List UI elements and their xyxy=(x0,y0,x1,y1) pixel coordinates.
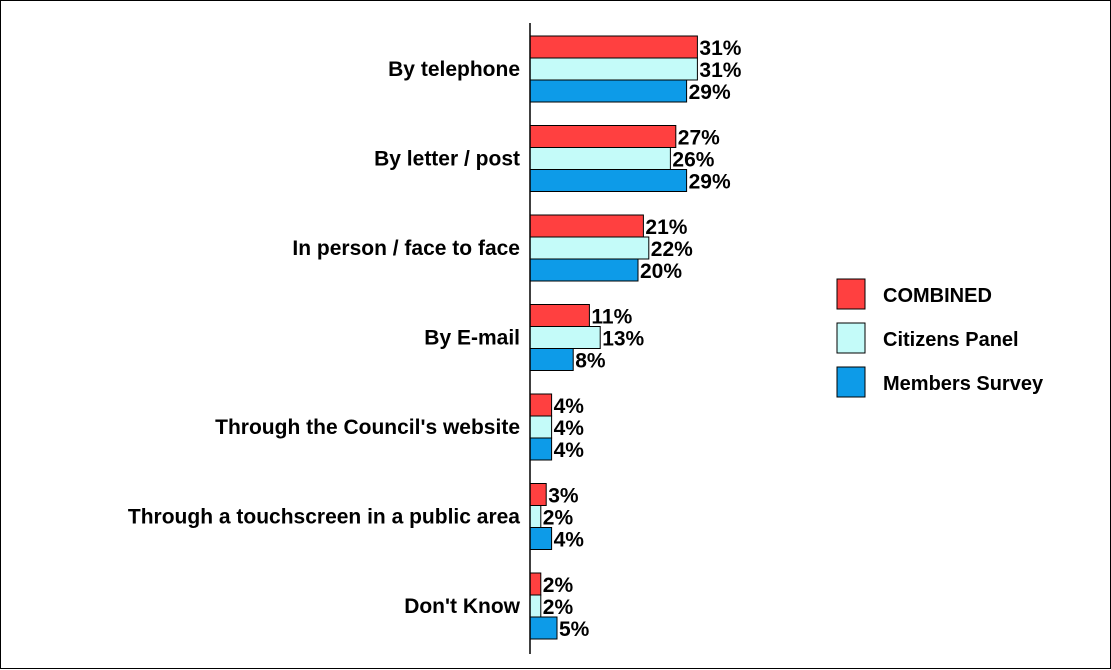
bar-by-telephone-members-survey xyxy=(529,79,688,103)
legend-swatch-citizens-panel xyxy=(836,322,866,354)
value-label-by-letter-post-citizens-panel: 26% xyxy=(672,149,714,172)
legend-swatch-members-survey xyxy=(836,366,866,398)
value-label-by-letter-post-members-survey: 29% xyxy=(689,171,731,194)
value-labels-group: 31%31%29%27%26%29%21%22%20%11%13%8%4%4%4… xyxy=(543,37,742,641)
bar-by-e-mail-members-survey xyxy=(529,348,574,371)
bar-by-e-mail-citizens-panel xyxy=(529,326,601,349)
bar-don-t-know-combined xyxy=(529,572,542,596)
bar-in-person-face-to-face-combined xyxy=(529,214,644,238)
legend: COMBINED Citizens Panel Members Survey xyxy=(836,278,1044,398)
value-label-through-a-touchscreen-in-a-public-area-citizens-panel: 2% xyxy=(543,507,574,530)
legend-label-members-survey: Members Survey xyxy=(883,373,1044,395)
value-label-through-the-council-s-website-members-survey: 4% xyxy=(554,439,585,462)
bar-by-e-mail-combined xyxy=(529,304,590,327)
value-label-by-letter-post-combined: 27% xyxy=(678,127,720,150)
category-label-don-t-know: Don't Know xyxy=(404,595,520,618)
value-label-don-t-know-citizens-panel: 2% xyxy=(543,596,574,619)
value-label-by-e-mail-members-survey: 8% xyxy=(575,350,606,373)
category-label-through-a-touchscreen-in-a-public-area: Through a touchscreen in a public area xyxy=(128,506,520,529)
category-label-through-the-council-s-website: Through the Council's website xyxy=(215,416,520,439)
bar-through-the-council-s-website-members-survey xyxy=(529,437,553,461)
value-label-through-the-council-s-website-combined: 4% xyxy=(554,395,585,418)
bar-through-the-council-s-website-combined xyxy=(529,393,553,417)
bar-in-person-face-to-face-citizens-panel xyxy=(529,236,650,260)
category-label-by-telephone: By telephone xyxy=(388,58,520,81)
value-label-by-telephone-citizens-panel: 31% xyxy=(699,59,741,82)
bar-by-letter-post-combined xyxy=(529,125,677,148)
category-labels-group: By telephone By letter / post In person / … xyxy=(128,58,521,618)
bar-by-letter-post-citizens-panel xyxy=(529,147,671,170)
legend-label-combined: COMBINED xyxy=(883,285,992,307)
category-label-in-person-face-to-face: In person / face to face xyxy=(292,237,520,260)
value-label-by-e-mail-combined: 11% xyxy=(591,306,632,329)
category-label-by-letter-post: By letter / post xyxy=(374,148,520,171)
bar-through-a-touchscreen-in-a-public-area-citizens-panel xyxy=(529,505,542,528)
bar-in-person-face-to-face-members-survey xyxy=(529,258,639,282)
bar-don-t-know-citizens-panel xyxy=(529,594,542,618)
value-label-through-the-council-s-website-citizens-panel: 4% xyxy=(554,417,585,440)
bar-by-telephone-citizens-panel xyxy=(529,57,698,81)
value-label-by-e-mail-citizens-panel: 13% xyxy=(602,328,644,351)
value-label-don-t-know-members-survey: 5% xyxy=(559,618,590,641)
value-label-in-person-face-to-face-citizens-panel: 22% xyxy=(651,238,693,261)
value-label-in-person-face-to-face-members-survey: 20% xyxy=(640,260,682,283)
value-label-by-telephone-combined: 31% xyxy=(699,37,741,60)
bar-by-letter-post-members-survey xyxy=(529,169,688,192)
category-label-by-e-mail: By E-mail xyxy=(424,327,520,350)
value-label-in-person-face-to-face-combined: 21% xyxy=(645,216,687,239)
value-label-don-t-know-combined: 2% xyxy=(543,574,574,597)
value-label-through-a-touchscreen-in-a-public-area-combined: 3% xyxy=(548,485,579,508)
legend-label-citizens-panel: Citizens Panel xyxy=(883,329,1019,351)
bar-by-telephone-combined xyxy=(529,35,698,59)
bar-don-t-know-members-survey xyxy=(529,616,558,640)
value-label-through-a-touchscreen-in-a-public-area-members-survey: 4% xyxy=(554,529,585,552)
bar-through-a-touchscreen-in-a-public-area-members-survey xyxy=(529,527,553,550)
value-label-by-telephone-members-survey: 29% xyxy=(689,81,731,104)
bar-through-a-touchscreen-in-a-public-area-combined xyxy=(529,483,547,506)
legend-swatch-combined xyxy=(836,278,866,310)
bar-through-the-council-s-website-citizens-panel xyxy=(529,415,553,439)
